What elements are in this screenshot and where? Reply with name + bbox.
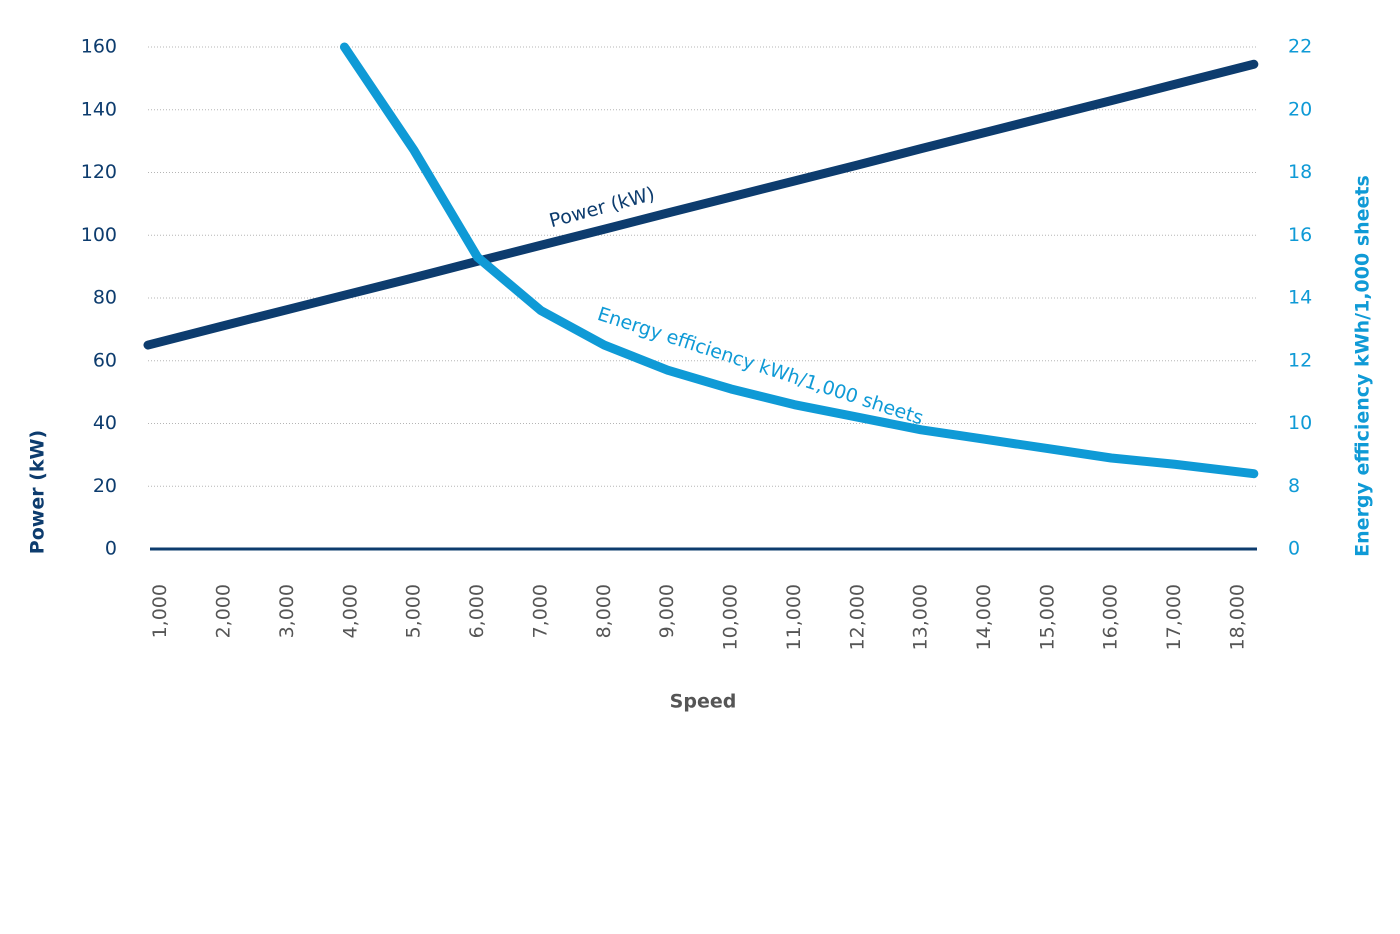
x-tick-label: 13,000 [910,584,932,650]
x-tick-label: 15,000 [1036,584,1058,650]
x-tick-label: 2,000 [213,584,235,638]
y-axis-title: Power (kW) [27,430,49,554]
y2-tick-label: 10 [1288,412,1312,434]
y2-tick-label: 8 [1288,475,1300,497]
y-tick-label: 20 [93,475,117,497]
x-tick-label: 4,000 [339,584,361,638]
y-tick-label: 60 [93,349,117,371]
x-tick-label: 14,000 [973,584,995,650]
x-tick-label: 7,000 [529,584,551,638]
y-tick-label: 100 [81,224,117,246]
x-tick-label: 17,000 [1163,584,1185,650]
series-label: Power (kW) [547,183,657,232]
x-tick-label: 18,000 [1226,584,1248,650]
series-label: Energy efficiency kWh/1,000 sheets [595,303,926,429]
x-tick-label: 12,000 [846,584,868,650]
x-tick-label: 3,000 [276,584,298,638]
y-tick-label: 0 [105,538,117,560]
y2-tick-label: 14 [1288,287,1312,309]
x-tick-label: 8,000 [593,584,615,638]
x-tick-label: 6,000 [466,584,488,638]
y2-tick-label: 12 [1288,349,1312,371]
y-tick-label: 120 [81,161,117,183]
y2-tick-label: 22 [1288,36,1312,58]
y-tick-label: 140 [81,98,117,120]
y2-axis-title: Energy efficiency kWh/1,000 sheets [1352,175,1374,557]
series-line [143,59,1259,350]
x-tick-label: 5,000 [403,584,425,638]
y-tick-label: 40 [93,412,117,434]
y2-tick-label: 20 [1288,98,1312,120]
x-tick-label: 16,000 [1100,584,1122,650]
y-tick-label: 160 [81,36,117,58]
y2-tick-label: 0 [1288,538,1300,560]
x-tick-label: 10,000 [720,584,742,650]
x-axis-title: Speed [670,691,737,713]
x-tick-label: 1,000 [149,584,171,638]
x-tick-label: 11,000 [783,584,805,650]
y2-tick-label: 16 [1288,224,1312,246]
y2-tick-label: 18 [1288,161,1312,183]
x-tick-label: 9,000 [656,584,678,638]
y-tick-label: 80 [93,287,117,309]
series-line [339,42,1259,479]
